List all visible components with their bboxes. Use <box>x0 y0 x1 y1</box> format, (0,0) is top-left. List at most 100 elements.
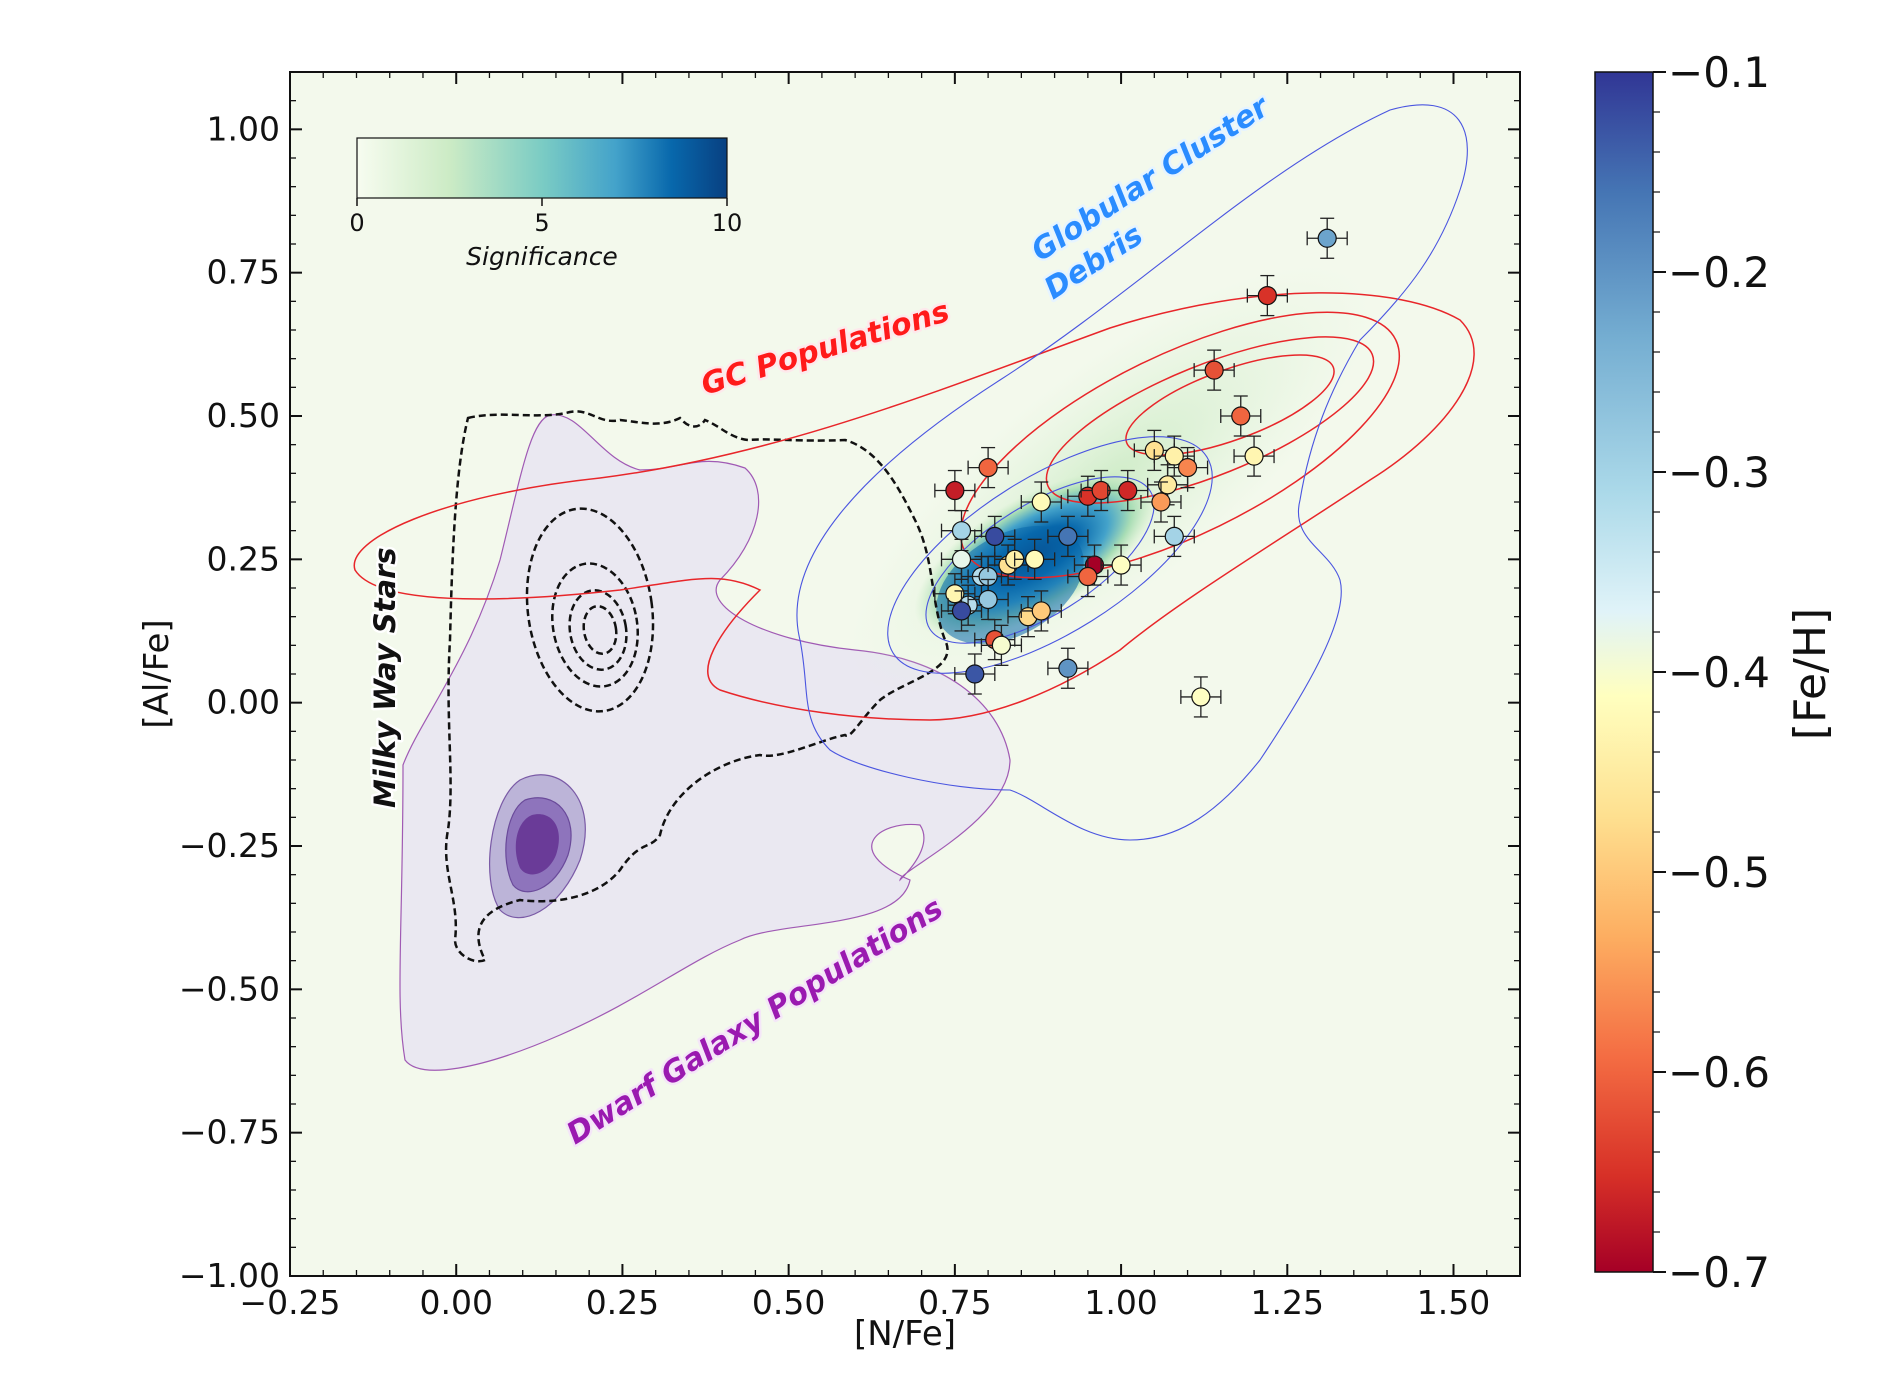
data-point <box>1193 349 1235 391</box>
data-point-marker <box>978 589 998 610</box>
milky-way-contour-2 <box>525 507 655 713</box>
data-point <box>1020 481 1062 523</box>
data-point-marker <box>1204 360 1224 380</box>
feh-tick-label: −0.6 <box>1668 1048 1770 1097</box>
data-point-marker <box>1158 475 1178 495</box>
data-point-marker <box>1257 286 1277 306</box>
data-point-marker <box>1025 549 1045 569</box>
y-tick-label: 0.25 <box>207 539 280 578</box>
y-tick-label: −0.25 <box>179 826 280 865</box>
data-point <box>1140 481 1182 523</box>
data-point-marker <box>1317 228 1337 248</box>
data-point <box>1246 274 1289 317</box>
x-tick-label: 0.25 <box>586 1283 659 1322</box>
data-point-marker <box>1111 555 1131 575</box>
data-point <box>1100 544 1142 586</box>
data-point <box>1306 217 1348 259</box>
milky-way-contour-5 <box>582 604 618 656</box>
x-tick-label: 1.50 <box>1417 1283 1490 1322</box>
data-point <box>1047 647 1089 689</box>
data-point-marker <box>1177 458 1198 478</box>
data-point <box>940 590 983 632</box>
dwarf-galaxy-contour-core <box>515 814 559 875</box>
feh-tick-label: −0.2 <box>1668 248 1770 297</box>
data-point-marker <box>1244 446 1264 466</box>
plot-area <box>353 104 1475 1071</box>
data-point <box>1020 590 1062 632</box>
feh-colorbar-ticks: −0.1 −0.2 −0.3 −0.4 −0.5 −0.6 −0.7 <box>1653 48 1770 1297</box>
y-tick-label: 0.75 <box>207 253 280 292</box>
data-point-marker <box>1078 566 1098 587</box>
significance-tick-label: 0 <box>349 209 364 237</box>
data-point-marker <box>1031 601 1051 621</box>
data-point-marker <box>1164 526 1184 547</box>
data-point-marker <box>945 480 965 501</box>
data-point-marker <box>991 635 1012 655</box>
data-point-marker <box>985 526 1005 547</box>
gc-debris-contour-3 <box>925 476 1155 644</box>
feh-colorbar: −0.1 −0.2 −0.3 −0.4 −0.5 −0.6 −0.7 [Fe/H] <box>1594 48 1836 1297</box>
milky-way-contour-outer <box>444 410 949 963</box>
data-point-marker <box>1058 526 1078 547</box>
milky-way-contour-3 <box>551 562 639 688</box>
data-point <box>1220 395 1262 437</box>
data-point-marker <box>945 584 965 604</box>
data-point <box>967 446 1009 489</box>
data-point <box>1047 515 1089 558</box>
gc-debris-contour-outer <box>796 104 1468 841</box>
significance-tick-label: 5 <box>534 209 549 237</box>
feh-colorbar-bar <box>1594 71 1654 1273</box>
data-point-marker <box>978 458 998 478</box>
y-axis-label: [Al/Fe] <box>137 619 177 728</box>
data-point <box>1166 446 1209 489</box>
feh-colorbar-label: [Fe/H] <box>1785 608 1836 740</box>
x-tick-label: −0.25 <box>239 1283 340 1322</box>
significance-colorbar-bar <box>356 137 728 199</box>
y-tick-label: −0.50 <box>179 969 280 1008</box>
y-tick-label: −1.00 <box>179 1256 280 1295</box>
significance-colorbar: 0 5 10 Significance <box>349 137 742 271</box>
gc-contour-outer <box>353 292 1475 721</box>
x-axis-label: [N/Fe] <box>854 1314 956 1354</box>
data-point <box>1013 538 1056 580</box>
data-point-marker <box>1058 658 1078 678</box>
feh-tick-label: −0.4 <box>1668 648 1770 697</box>
y-tick-label: 1.00 <box>207 109 280 148</box>
y-tick-label: 0.50 <box>207 396 280 435</box>
x-tick-label: 0.75 <box>918 1283 991 1322</box>
data-point <box>980 624 1023 666</box>
gc-debris-contour-2 <box>887 436 1213 674</box>
data-point <box>1067 555 1109 598</box>
significance-colorbar-ticks: 0 5 10 <box>349 198 742 237</box>
data-point-marker <box>951 521 972 541</box>
significance-tick-label: 10 <box>712 209 743 237</box>
x-tick-label: 0.00 <box>419 1283 492 1322</box>
data-point <box>1180 676 1222 718</box>
data-point-marker <box>965 664 985 684</box>
data-point <box>1107 469 1149 512</box>
y-axis-ticks: −1.00 −0.75 −0.50 −0.25 0.00 0.25 0.50 0.75 1.00 <box>179 100 1520 1295</box>
gc-contour-3 <box>1045 336 1375 504</box>
data-point-marker <box>1191 687 1211 707</box>
data-point-marker <box>951 601 972 621</box>
significance-colorbar-label: Significance <box>466 242 618 271</box>
dwarf-galaxy-contour-outer <box>399 414 1011 1071</box>
feh-tick-label: −0.3 <box>1668 448 1770 497</box>
feh-tick-label: −0.1 <box>1668 48 1770 97</box>
data-points <box>934 217 1348 718</box>
data-point-marker <box>1231 406 1251 426</box>
data-point <box>1233 435 1275 477</box>
x-tick-label: 1.00 <box>1084 1283 1157 1322</box>
data-point-marker <box>951 549 972 569</box>
annotation-milky-way-stars: Milky Way Stars <box>368 547 402 808</box>
x-tick-label: 0.50 <box>752 1283 825 1322</box>
data-point-marker <box>1151 492 1171 512</box>
x-tick-label: 1.25 <box>1251 1283 1324 1322</box>
feh-tick-label: −0.5 <box>1668 848 1770 897</box>
y-tick-label: 0.00 <box>207 683 280 722</box>
y-tick-label: −0.75 <box>179 1113 280 1152</box>
milky-way-contour-4 <box>568 589 628 671</box>
data-point <box>954 653 996 695</box>
feh-tick-label: −0.7 <box>1668 1248 1770 1297</box>
